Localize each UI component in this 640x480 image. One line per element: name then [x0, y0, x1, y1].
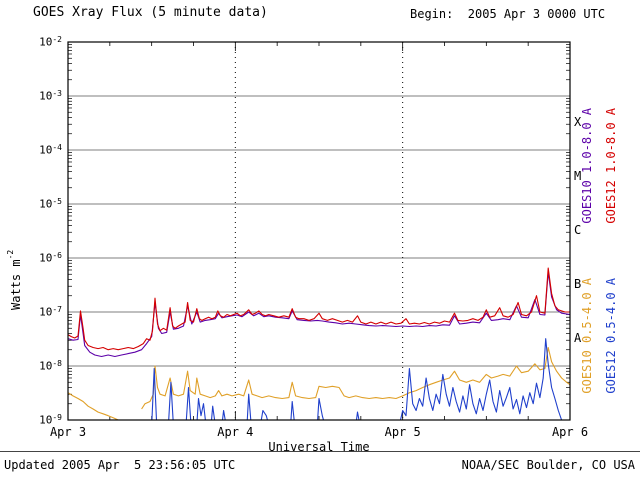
x-tick-label-apr-3: Apr 3 — [49, 425, 87, 439]
right-axis-label-goes12-0-5-4-0-a: GOES12 0.5-4.0 A — [604, 278, 618, 394]
series-line-goes10-0-5-4-0-a — [68, 346, 570, 420]
y-tick-label-1e-3: 10-3 — [39, 89, 62, 103]
x-tick-label-apr-4: Apr 4 — [217, 425, 254, 439]
flare-class-label-a: A — [574, 331, 582, 345]
series-group — [68, 267, 570, 420]
updated-timestamp: Updated 2005 Apr 5 23:56:05 UTC — [4, 458, 236, 472]
y-tick-label-1e-9: 10-9 — [39, 413, 62, 427]
series-line-goes10-1-0-8-0-a — [68, 271, 570, 358]
right-axis-label-goes12-1-0-8-0-a: GOES12 1.0-8.0 A — [604, 108, 618, 224]
flare-class-label-b: B — [574, 277, 582, 291]
series-line-goes12-0-5-4-0-a — [151, 338, 563, 420]
chart-title: GOES Xray Flux (5 minute data) — [33, 5, 268, 20]
plot-border — [67, 41, 571, 421]
flare-class-label-c: C — [574, 223, 582, 237]
credit-label: NOAA/SEC Boulder, CO USA — [461, 458, 635, 472]
y-tick-label-1e-6: 10-6 — [39, 251, 62, 265]
x-tick-label-apr-6: Apr 6 — [551, 425, 589, 439]
y-tick-label-1e-5: 10-5 — [39, 197, 62, 211]
y-tick-label-1e-8: 10-8 — [39, 359, 62, 373]
x-tick-label-apr-5: Apr 5 — [384, 425, 421, 439]
y-axis-title: Watts m-2 — [6, 160, 23, 310]
y-tick-label-1e-7: 10-7 — [39, 305, 62, 319]
right-axis-label-goes10-0-5-4-0-a: GOES10 0.5-4.0 A — [580, 278, 594, 394]
begin-time-label: Begin: 2005 Apr 3 0000 UTC — [410, 7, 606, 21]
series-line-goes12-1-0-8-0-a — [68, 267, 570, 351]
y-tick-label-1e-2: 10-2 — [39, 35, 62, 49]
y-axis-title-exponent: -2 — [6, 249, 15, 260]
flare-class-label-m: M — [574, 169, 582, 183]
y-tick-label-1e-4: 10-4 — [39, 143, 62, 157]
footer-divider — [0, 451, 640, 452]
flare-class-label-x: X — [574, 115, 582, 129]
x-axis-title: Universal Time — [268, 440, 370, 454]
y-axis-title-text: Watts m — [9, 259, 23, 310]
right-axis-label-goes10-1-0-8-0-a: GOES10 1.0-8.0 A — [580, 108, 594, 224]
